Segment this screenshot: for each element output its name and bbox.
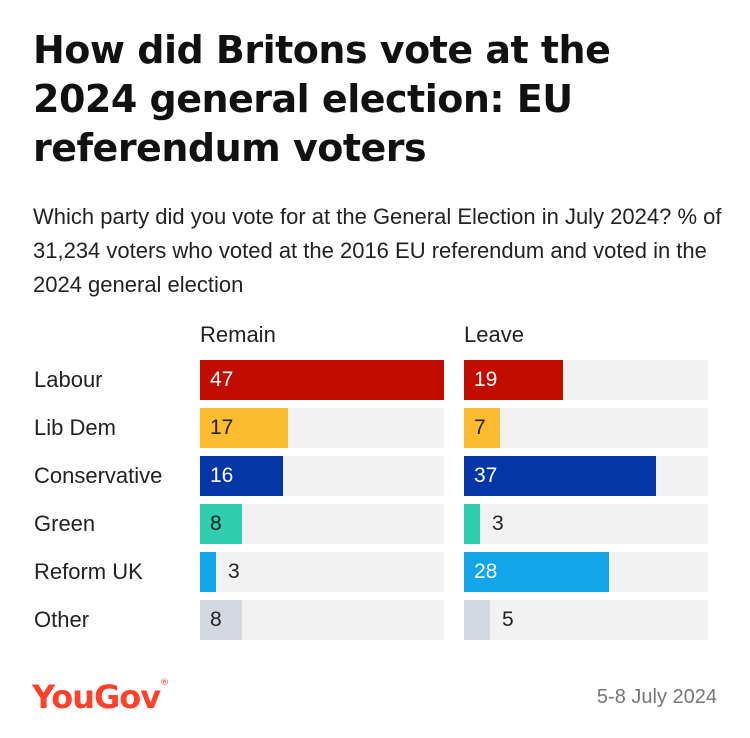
fieldwork-date: 5-8 July 2024 [596,686,717,708]
bar-remain-lib-dem [200,408,288,448]
data-label-remain-labour: 47 [210,368,234,391]
bar-track-leave-conservative: 37 [464,456,708,496]
bar-remain-conservative [200,456,283,496]
chart-title: How did Britons vote at the 2024 general… [33,28,611,170]
data-label-remain-reform-uk: 3 [228,560,240,583]
bar-remain-labour [200,360,444,400]
bar-track-remain-lib-dem: 17 [200,408,444,448]
bar-track-remain-green: 8 [200,504,444,544]
series-header-leave: Leave [464,322,524,347]
bar-track-leave-other: 5 [464,600,708,640]
bar-remain-green [200,504,242,544]
series-header-remain: Remain [200,322,276,347]
data-label-remain-green: 8 [210,512,222,535]
logo-text: YouGov [32,678,161,716]
bar-track-remain-reform-uk: 3 [200,552,444,592]
category-label-conservative: Conservative [34,463,163,488]
data-label-remain-conservative: 16 [210,464,234,487]
data-label-leave-other: 5 [502,608,514,631]
bar-track-remain-conservative: 16 [200,456,444,496]
bar-leave-lib-dem [464,408,500,448]
category-label-green: Green [34,511,96,536]
bar-leave-green [464,504,480,544]
bar-leave-labour [464,360,563,400]
yougov-logo: YouGov® [32,678,170,716]
category-label-reform-uk: Reform UK [34,559,143,584]
category-label-other: Other [34,607,90,632]
bar-track-leave-reform-uk: 28 [464,552,708,592]
bar-track-leave-labour: 19 [464,360,708,400]
bar-remain-reform-uk [200,552,216,592]
bar-leave-other [464,600,490,640]
data-label-remain-other: 8 [210,608,222,631]
category-label-labour: Labour [34,367,103,392]
data-label-leave-green: 3 [492,512,504,535]
data-label-leave-lib-dem: 7 [474,416,486,439]
data-label-leave-labour: 19 [474,368,498,391]
bar-track-remain-labour: 47 [200,360,444,400]
category-label-lib-dem: Lib Dem [34,415,116,440]
data-label-remain-lib-dem: 17 [210,416,234,439]
bar-leave-reform-uk [464,552,609,592]
data-label-leave-reform-uk: 28 [474,560,498,583]
bar-leave-conservative [464,456,656,496]
bar-track-remain-other: 8 [200,600,444,640]
bar-track-leave-green: 3 [464,504,708,544]
chart-subtitle: Which party did you vote for at the Gene… [33,204,722,297]
bar-track-leave-lib-dem: 7 [464,408,708,448]
bar-remain-other [200,600,242,640]
data-label-leave-conservative: 37 [474,464,498,487]
